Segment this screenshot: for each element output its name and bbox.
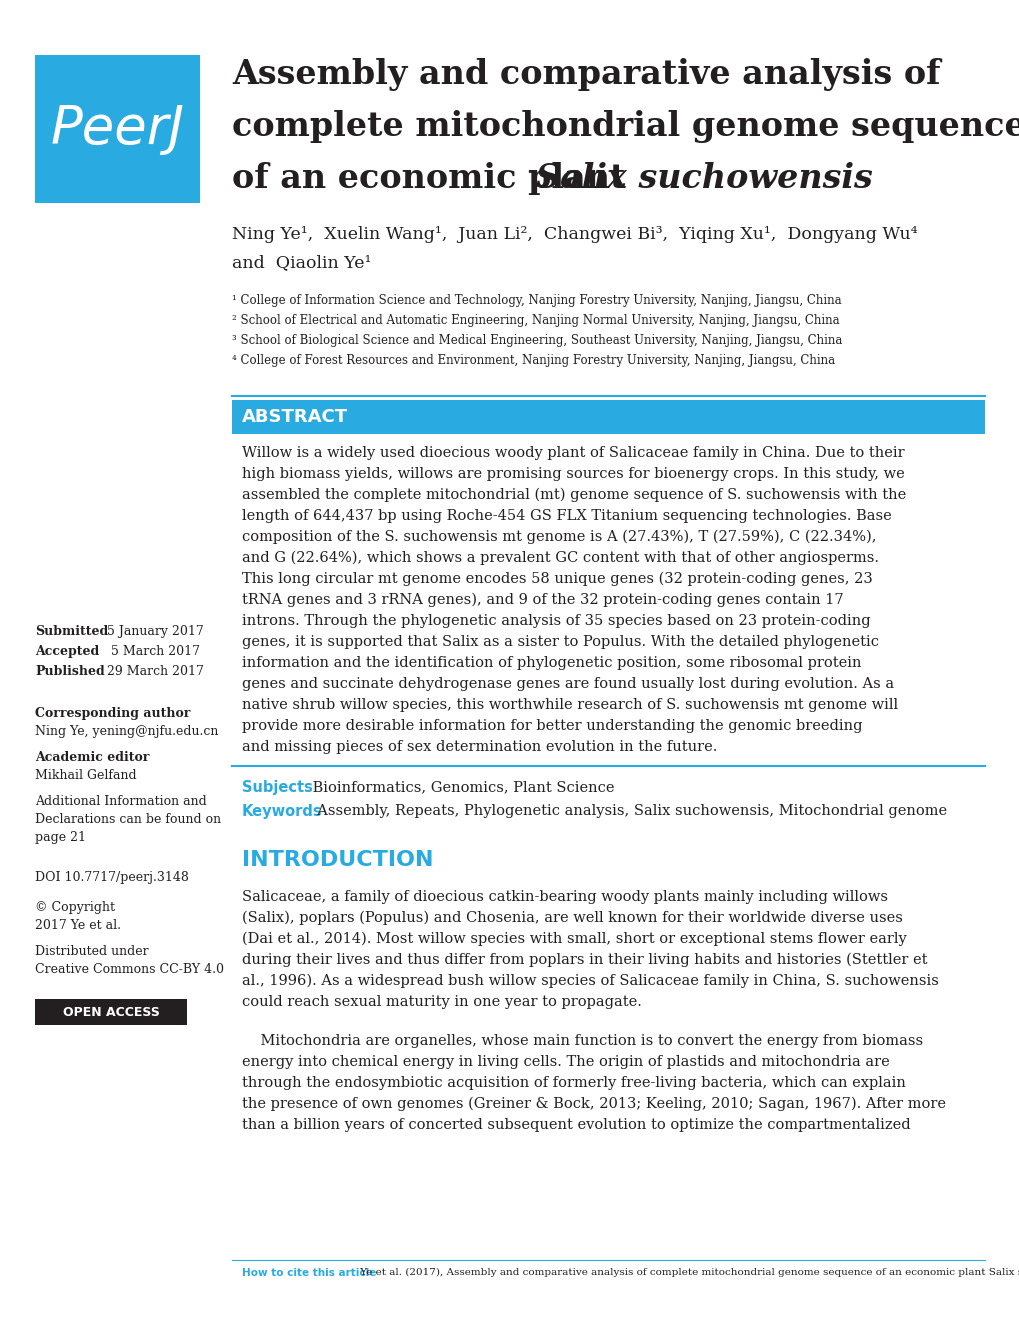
Text: energy into chemical energy in living cells. The origin of plastids and mitochon: energy into chemical energy in living ce… bbox=[242, 1055, 889, 1069]
Text: through the endosymbiotic acquisition of formerly free-living bacteria, which ca: through the endosymbiotic acquisition of… bbox=[242, 1076, 905, 1090]
Text: PeerJ: PeerJ bbox=[51, 103, 184, 154]
Text: ³ School of Biological Science and Medical Engineering, Southeast University, Na: ³ School of Biological Science and Medic… bbox=[231, 334, 842, 347]
Text: during their lives and thus differ from poplars in their living habits and histo: during their lives and thus differ from … bbox=[242, 953, 926, 968]
Text: length of 644,437 bp using Roche-454 GS FLX Titanium sequencing technologies. Ba: length of 644,437 bp using Roche-454 GS … bbox=[242, 510, 891, 523]
Text: ² School of Electrical and Automatic Engineering, Nanjing Normal University, Nan: ² School of Electrical and Automatic Eng… bbox=[231, 314, 839, 327]
Text: assembled the complete mitochondrial (mt) genome sequence of S. suchowensis with: assembled the complete mitochondrial (mt… bbox=[242, 488, 905, 503]
Text: provide more desirable information for better understanding the genomic breeding: provide more desirable information for b… bbox=[242, 719, 862, 733]
Text: (Salix), poplars (Populus) and Chosenia, are well known for their worldwide dive: (Salix), poplars (Populus) and Chosenia,… bbox=[242, 911, 902, 925]
Text: genes and succinate dehydrogenase genes are found usually lost during evolution.: genes and succinate dehydrogenase genes … bbox=[242, 677, 894, 690]
Text: Additional Information and: Additional Information and bbox=[35, 795, 207, 808]
Text: 29 March 2017: 29 March 2017 bbox=[103, 665, 204, 678]
Text: page 21: page 21 bbox=[35, 832, 86, 843]
Text: Willow is a widely used dioecious woody plant of Salicaceae family in China. Due: Willow is a widely used dioecious woody … bbox=[242, 446, 904, 459]
Text: Salix suchowensis: Salix suchowensis bbox=[535, 162, 872, 195]
Text: ⁴ College of Forest Resources and Environment, Nanjing Forestry University, Nanj: ⁴ College of Forest Resources and Enviro… bbox=[231, 354, 835, 367]
Text: of an economic plant: of an economic plant bbox=[231, 162, 637, 195]
Text: high biomass yields, willows are promising sources for bioenergy crops. In this : high biomass yields, willows are promisi… bbox=[242, 467, 904, 480]
Text: Accepted: Accepted bbox=[35, 645, 99, 657]
Text: than a billion years of concerted subsequent evolution to optimize the compartme: than a billion years of concerted subseq… bbox=[242, 1118, 910, 1133]
Text: introns. Through the phylogenetic analysis of 35 species based on 23 protein-cod: introns. Through the phylogenetic analys… bbox=[242, 614, 870, 628]
Text: Published: Published bbox=[35, 665, 105, 678]
Text: Ye et al. (2017), Assembly and comparative analysis of complete mitochondrial ge: Ye et al. (2017), Assembly and comparati… bbox=[357, 1269, 1019, 1278]
Text: could reach sexual maturity in one year to propagate.: could reach sexual maturity in one year … bbox=[242, 995, 641, 1008]
Text: Mitochondria are organelles, whose main function is to convert the energy from b: Mitochondria are organelles, whose main … bbox=[242, 1034, 922, 1048]
Text: Submitted: Submitted bbox=[35, 624, 108, 638]
Text: Academic editor: Academic editor bbox=[35, 751, 149, 764]
Text: Bioinformatics, Genomics, Plant Science: Bioinformatics, Genomics, Plant Science bbox=[308, 780, 613, 795]
Text: Corresponding author: Corresponding author bbox=[35, 708, 191, 719]
Text: (Dai et al., 2014). Most willow species with small, short or exceptional stems f: (Dai et al., 2014). Most willow species … bbox=[242, 932, 906, 946]
Text: Mikhail Gelfand: Mikhail Gelfand bbox=[35, 770, 137, 781]
Text: © Copyright: © Copyright bbox=[35, 902, 115, 913]
Text: 5 March 2017: 5 March 2017 bbox=[103, 645, 200, 657]
Text: composition of the S. suchowensis mt genome is A (27.43%), T (27.59%), C (22.34%: composition of the S. suchowensis mt gen… bbox=[242, 531, 875, 544]
Text: Keywords: Keywords bbox=[242, 804, 322, 818]
FancyBboxPatch shape bbox=[231, 400, 984, 434]
Text: Creative Commons CC-BY 4.0: Creative Commons CC-BY 4.0 bbox=[35, 964, 224, 975]
Text: complete mitochondrial genome sequence: complete mitochondrial genome sequence bbox=[231, 110, 1019, 143]
Text: 2017 Ye et al.: 2017 Ye et al. bbox=[35, 919, 121, 932]
Text: genes, it is supported that Salix as a sister to Populus. With the detailed phyl: genes, it is supported that Salix as a s… bbox=[242, 635, 878, 649]
Text: INTRODUCTION: INTRODUCTION bbox=[242, 850, 433, 870]
Text: and G (22.64%), which shows a prevalent GC content with that of other angiosperm: and G (22.64%), which shows a prevalent … bbox=[242, 550, 878, 565]
FancyBboxPatch shape bbox=[35, 999, 186, 1026]
Text: Distributed under: Distributed under bbox=[35, 945, 149, 958]
Text: Ning Ye, yening@njfu.edu.cn: Ning Ye, yening@njfu.edu.cn bbox=[35, 725, 218, 738]
Text: Ning Ye¹,  Xuelin Wang¹,  Juan Li²,  Changwei Bi³,  Yiqing Xu¹,  Dongyang Wu⁴: Ning Ye¹, Xuelin Wang¹, Juan Li², Changw… bbox=[231, 226, 917, 243]
Text: and missing pieces of sex determination evolution in the future.: and missing pieces of sex determination … bbox=[242, 741, 716, 754]
Text: Assembly and comparative analysis of: Assembly and comparative analysis of bbox=[231, 58, 940, 91]
Text: native shrub willow species, this worthwhile research of S. suchowensis mt genom: native shrub willow species, this worthw… bbox=[242, 698, 898, 711]
Text: the presence of own genomes (Greiner & Bock, 2013; Keeling, 2010; Sagan, 1967). : the presence of own genomes (Greiner & B… bbox=[242, 1097, 945, 1111]
Text: and  Qiaolin Ye¹: and Qiaolin Ye¹ bbox=[231, 253, 371, 271]
Text: This long circular mt genome encodes 58 unique genes (32 protein-coding genes, 2: This long circular mt genome encodes 58 … bbox=[242, 572, 872, 586]
Text: information and the identification of phylogenetic position, some ribosomal prot: information and the identification of ph… bbox=[242, 656, 861, 671]
Text: Assembly, Repeats, Phylogenetic analysis, Salix suchowensis, Mitochondrial genom: Assembly, Repeats, Phylogenetic analysis… bbox=[308, 804, 947, 818]
Text: Declarations can be found on: Declarations can be found on bbox=[35, 813, 221, 826]
Text: ABSTRACT: ABSTRACT bbox=[242, 408, 347, 426]
Text: tRNA genes and 3 rRNA genes), and 9 of the 32 protein-coding genes contain 17: tRNA genes and 3 rRNA genes), and 9 of t… bbox=[242, 593, 843, 607]
Text: 5 January 2017: 5 January 2017 bbox=[103, 624, 204, 638]
Text: Salicaceae, a family of dioecious catkin-bearing woody plants mainly including w: Salicaceae, a family of dioecious catkin… bbox=[242, 890, 888, 904]
Text: ¹ College of Information Science and Technology, Nanjing Forestry University, Na: ¹ College of Information Science and Tec… bbox=[231, 294, 841, 308]
FancyBboxPatch shape bbox=[35, 55, 200, 203]
Text: DOI 10.7717/peerj.3148: DOI 10.7717/peerj.3148 bbox=[35, 871, 189, 884]
Text: OPEN ACCESS: OPEN ACCESS bbox=[62, 1006, 159, 1019]
Text: al., 1996). As a widespread bush willow species of Salicaceae family in China, S: al., 1996). As a widespread bush willow … bbox=[242, 974, 937, 989]
Text: How to cite this article: How to cite this article bbox=[242, 1269, 376, 1278]
Text: Subjects: Subjects bbox=[242, 780, 313, 795]
